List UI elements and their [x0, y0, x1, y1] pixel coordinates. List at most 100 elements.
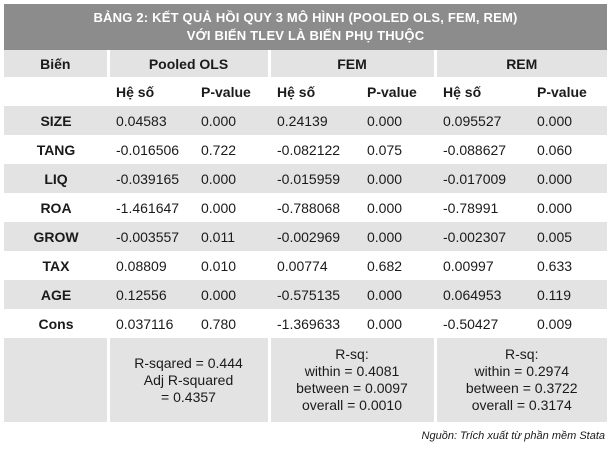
table-row: Cons 0.037116 0.780 -1.369633 0.000 -0.50427 0…: [4, 309, 607, 338]
fem-coef-cell: -1.369633: [277, 315, 341, 332]
pooled-pvalue-cell: 0.000: [193, 164, 269, 193]
rem-pvalue-cell: 0.000: [529, 106, 607, 135]
sub-header-blank: [4, 77, 108, 106]
rem-header: REM: [433, 50, 607, 77]
stats-row: R-sqared = 0.444 Adj R-squared = 0.4357 …: [4, 338, 607, 422]
rem-pvalue-header: P-value: [537, 83, 587, 100]
pooled-pvalue-header: P-value: [201, 83, 251, 100]
rem-pvalue-cell: 0.119: [529, 280, 607, 309]
fem-coef-cell: -0.082122: [277, 141, 341, 158]
table-row: ROA -1.461647 0.000 -0.788068 0.000 -0.78991 0…: [4, 193, 607, 222]
rem-coef-cell: -0.50427: [443, 315, 499, 332]
table-row: TAX 0.08809 0.010 0.00774 0.682 0.00997 0.633: [4, 251, 607, 280]
variable-name: LIQ: [4, 164, 108, 193]
fem-coef-cell: -0.002969: [269, 222, 359, 251]
table-row: AGE 0.12556 0.000 -0.575135 0.000 0.064953 0.1…: [4, 280, 607, 309]
fem-coef-cell: -0.788068: [277, 199, 341, 216]
rem-stat-line: R-sq:: [505, 346, 539, 362]
fem-pvalue-cell: 0.000: [359, 164, 435, 193]
fem-coef-cell: -0.575135: [269, 280, 359, 309]
table-row: TANG -0.016506 0.722 -0.082122 0.075 -0.08862…: [4, 135, 607, 164]
rem-stat-line: between = 0.3722: [465, 380, 578, 396]
rem-coef-cell: 0.064953: [435, 280, 529, 309]
regression-table: Biến Pooled OLS FEM REM Hệ số P-value Hệ…: [4, 50, 607, 422]
rem-stat-line: overall = 0.3174: [471, 397, 572, 413]
table-body: SIZE 0.04583 0.000 0.24139 0.000 0.095527 0.00…: [4, 106, 607, 338]
fem-stat-line: overall = 0.0010: [301, 397, 403, 413]
table-row: SIZE 0.04583 0.000 0.24139 0.000 0.095527 0.00…: [4, 106, 607, 135]
pooled-coef-cell: -0.003557: [108, 222, 193, 251]
rem-pvalue-cell: 0.000: [537, 199, 573, 216]
pooled-pvalue-cell: 0.011: [193, 222, 269, 251]
variable-name: GROW: [4, 222, 108, 251]
rem-coef-cell: -0.088627: [443, 141, 507, 158]
fem-stats: R-sq: within = 0.4081 between = 0.0097 o…: [267, 338, 435, 422]
fem-pvalue-header: P-value: [367, 83, 417, 100]
pooled-coef-cell: -1.461647: [116, 199, 180, 216]
fem-stat-line: within = 0.4081: [304, 363, 400, 379]
group-header-row: Biến Pooled OLS FEM REM: [4, 50, 607, 77]
rem-coef-cell: 0.095527: [435, 106, 529, 135]
rem-coef-cell: 0.00997: [443, 257, 494, 274]
pooled-coef-cell: -0.039165: [108, 164, 193, 193]
fem-coef-header: Hệ số: [277, 83, 316, 100]
variable-name: ROA: [40, 199, 72, 216]
fem-pvalue-cell: 0.000: [367, 315, 403, 332]
rem-pvalue-cell: 0.633: [537, 257, 573, 274]
rem-coef-cell: -0.017009: [435, 164, 529, 193]
variable-header: Biến: [4, 50, 108, 77]
rem-stats: R-sq: within = 0.2974 between = 0.3722 o…: [433, 338, 607, 422]
table-row: GROW -0.003557 0.011 -0.002969 0.000 -0.00230…: [4, 222, 607, 251]
sub-header-row: Hệ số P-value Hệ số P-value Hệ số P-valu…: [4, 77, 607, 106]
table-title: BẢNG 2: KẾT QUẢ HỒI QUY 3 MÔ HÌNH (POOLE…: [4, 4, 607, 50]
table-title-line2: VỚI BIẾN TLEV LÀ BIẾN PHỤ THUỘC: [186, 28, 425, 43]
rem-coef-cell: -0.002307: [435, 222, 529, 251]
pooled-stat-line: Adj R-squared: [143, 371, 234, 388]
table-title-line1: BẢNG 2: KẾT QUẢ HỒI QUY 3 MÔ HÌNH (POOLE…: [93, 10, 518, 25]
variable-name: TANG: [36, 141, 76, 158]
pooled-stat-line: R-sqared = 0.444: [134, 354, 243, 371]
fem-stat-line: R-sq:: [335, 346, 369, 362]
pooled-pvalue-cell: 0.000: [193, 280, 269, 309]
fem-pvalue-cell: 0.000: [367, 199, 403, 216]
variable-name: TAX: [42, 257, 70, 274]
pooled-coef-cell: 0.04583: [108, 106, 193, 135]
table-row: LIQ -0.039165 0.000 -0.015959 0.000 -0.017009…: [4, 164, 607, 193]
pooled-pvalue-cell: 0.000: [201, 199, 237, 216]
regression-table-container: BẢNG 2: KẾT QUẢ HỒI QUY 3 MÔ HÌNH (POOLE…: [4, 4, 607, 422]
rem-pvalue-cell: 0.005: [529, 222, 607, 251]
fem-pvalue-cell: 0.682: [367, 257, 403, 274]
rem-pvalue-cell: 0.000: [529, 164, 607, 193]
fem-pvalue-cell: 0.000: [359, 280, 435, 309]
pooled-pvalue-cell: 0.722: [201, 141, 237, 158]
fem-pvalue-cell: 0.000: [359, 222, 435, 251]
rem-stat-line: within = 0.2974: [474, 363, 570, 379]
fem-coef-cell: 0.00774: [277, 257, 328, 274]
variable-name: SIZE: [4, 106, 108, 135]
pooled-coef-header: Hệ số: [116, 83, 155, 100]
stats-blank: [4, 338, 108, 422]
fem-stat-line: between = 0.0097: [296, 380, 408, 396]
pooled-coef-cell: -0.016506: [116, 141, 180, 158]
rem-coef-cell: -0.78991: [443, 199, 499, 216]
fem-pvalue-cell: 0.075: [367, 141, 403, 158]
pooled-stats: R-sqared = 0.444 Adj R-squared = 0.4357: [106, 338, 269, 422]
fem-header: FEM: [267, 50, 435, 77]
pooled-pvalue-cell: 0.780: [201, 315, 237, 332]
fem-coef-cell: -0.015959: [269, 164, 359, 193]
rem-coef-header: Hệ số: [443, 83, 482, 100]
fem-coef-cell: 0.24139: [269, 106, 359, 135]
variable-name: Cons: [38, 315, 74, 332]
pooled-stat-line: = 0.4357: [161, 388, 216, 405]
pooled-pvalue-cell: 0.000: [193, 106, 269, 135]
rem-pvalue-cell: 0.060: [537, 141, 573, 158]
source-note: Nguồn: Trích xuất từ phần mềm Stata: [421, 430, 605, 442]
pooled-pvalue-cell: 0.010: [201, 257, 237, 274]
pooled-coef-cell: 0.12556: [108, 280, 193, 309]
pooled-coef-cell: 0.08809: [116, 257, 167, 274]
variable-name: AGE: [4, 280, 108, 309]
pooled-ols-header: Pooled OLS: [106, 50, 269, 77]
pooled-coef-cell: 0.037116: [116, 315, 174, 332]
rem-pvalue-cell: 0.009: [537, 315, 573, 332]
fem-pvalue-cell: 0.000: [359, 106, 435, 135]
